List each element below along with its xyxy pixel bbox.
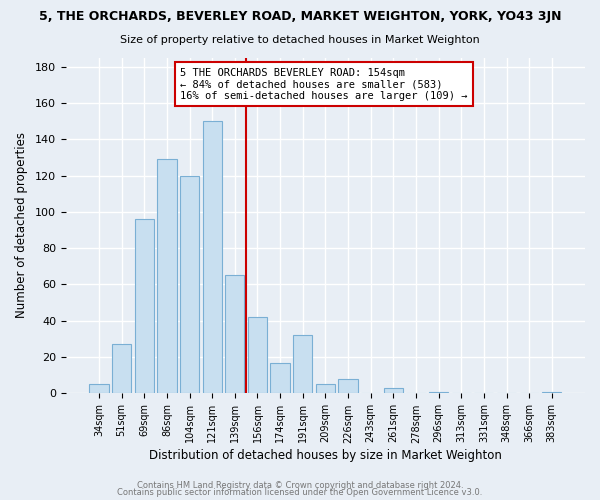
Bar bbox=[383, 388, 403, 394]
X-axis label: Distribution of detached houses by size in Market Weighton: Distribution of detached houses by size … bbox=[149, 450, 502, 462]
Bar bbox=[134, 219, 154, 394]
Bar bbox=[89, 384, 109, 394]
Bar bbox=[338, 379, 358, 394]
Text: 5, THE ORCHARDS, BEVERLEY ROAD, MARKET WEIGHTON, YORK, YO43 3JN: 5, THE ORCHARDS, BEVERLEY ROAD, MARKET W… bbox=[39, 10, 561, 23]
Bar bbox=[271, 362, 290, 394]
Bar bbox=[203, 121, 222, 394]
Y-axis label: Number of detached properties: Number of detached properties bbox=[15, 132, 28, 318]
Text: Contains public sector information licensed under the Open Government Licence v3: Contains public sector information licen… bbox=[118, 488, 482, 497]
Bar bbox=[293, 336, 313, 394]
Text: Size of property relative to detached houses in Market Weighton: Size of property relative to detached ho… bbox=[120, 35, 480, 45]
Text: Contains HM Land Registry data © Crown copyright and database right 2024.: Contains HM Land Registry data © Crown c… bbox=[137, 480, 463, 490]
Bar bbox=[225, 276, 244, 394]
Bar bbox=[316, 384, 335, 394]
Bar bbox=[542, 392, 562, 394]
Bar bbox=[157, 159, 176, 394]
Bar bbox=[429, 392, 448, 394]
Bar bbox=[112, 344, 131, 394]
Bar bbox=[180, 176, 199, 394]
Bar bbox=[248, 317, 267, 394]
Text: 5 THE ORCHARDS BEVERLEY ROAD: 154sqm
← 84% of detached houses are smaller (583)
: 5 THE ORCHARDS BEVERLEY ROAD: 154sqm ← 8… bbox=[180, 68, 467, 101]
